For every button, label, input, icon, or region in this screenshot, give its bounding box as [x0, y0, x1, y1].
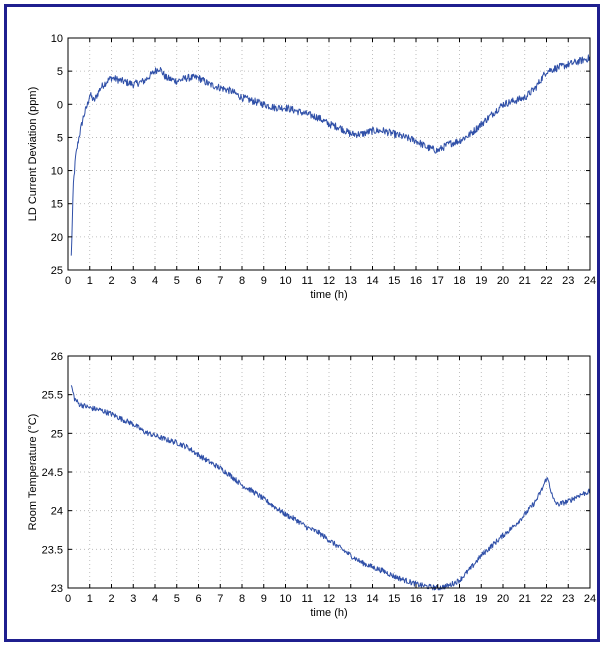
room-temperature-panel: 0 1 2 3 4 5 6 7 8 9 10 11 12 13 14 15 16 17 18 19 20 21 22 23 24… — [27, 351, 596, 619]
temperature-x-tick-label: 17 — [432, 593, 444, 605]
temperature-x-tick-label: 1 — [87, 593, 93, 605]
temperature-x-tick-label: 13 — [345, 593, 357, 605]
current-x-tick-label: 15 — [388, 275, 400, 287]
current-x-tick-label: 3 — [130, 275, 136, 287]
temperature-x-tick-label: 4 — [152, 593, 158, 605]
current-x-tick-label: 6 — [195, 275, 201, 287]
current-x-tick-label: 13 — [345, 275, 357, 287]
current-x-tick-label: 11 — [302, 275, 313, 287]
temperature-y-axis-label: Room Temperature (°C) — [27, 414, 39, 531]
current-x-axis-label: time (h) — [310, 289, 347, 301]
temperature-x-tick-label: 19 — [475, 593, 487, 605]
current-y-tick-label: 10 — [51, 33, 63, 45]
current-x-tick-label: 5 — [174, 275, 180, 287]
temperature-x-tick-label: 18 — [453, 593, 465, 605]
temperature-x-tick-label: 6 — [195, 593, 201, 605]
temperature-y-tick-label: 23 — [51, 583, 63, 595]
temperature-y-tick-label: 24 — [51, 506, 63, 518]
temperature-y-tick-label: 23.5 — [42, 544, 63, 556]
current-x-tick-label: 22 — [540, 275, 552, 287]
current-x-tick-label: 4 — [152, 275, 158, 287]
current-x-tick-label: 24 — [584, 275, 596, 287]
current-x-tick-label: 8 — [239, 275, 245, 287]
temperature-x-tick-label: 14 — [366, 593, 378, 605]
current-y-tick-label: 5 — [57, 66, 63, 78]
current-x-tick-label: 1 — [87, 275, 93, 287]
temperature-x-tick-label: 8 — [239, 593, 245, 605]
current-y-tick-label: 15 — [51, 199, 63, 211]
temperature-series-line — [70, 385, 591, 591]
current-series-line — [70, 54, 591, 256]
current-x-tick-label: 16 — [410, 275, 422, 287]
temperature-y-tick-label: 25.5 — [42, 390, 63, 402]
temperature-x-tick-label: 20 — [497, 593, 509, 605]
current-x-tick-label: 2 — [108, 275, 114, 287]
temperature-y-tick-label: 26 — [51, 351, 63, 363]
current-y-tick-label: 0 — [57, 99, 63, 111]
current-x-tick-label: 10 — [279, 275, 291, 287]
current-x-tick-label: 20 — [497, 275, 509, 287]
current-x-tick-label: 17 — [432, 275, 444, 287]
temperature-x-tick-label: 0 — [65, 593, 71, 605]
temperature-x-tick-label: 23 — [562, 593, 574, 605]
temperature-y-tick-label: 24.5 — [42, 467, 63, 479]
temperature-x-tick-label: 11 — [302, 593, 313, 605]
current-x-tick-label: 7 — [217, 275, 223, 287]
current-y-tick-label: 10 — [51, 166, 63, 178]
current-x-tick-label: 0 — [65, 275, 71, 287]
current-x-tick-label: 9 — [261, 275, 267, 287]
temperature-x-tick-label: 12 — [323, 593, 335, 605]
current-y-tick-label: 25 — [51, 265, 63, 277]
temperature-x-axis-label: time (h) — [310, 607, 347, 619]
current-x-tick-label: 14 — [366, 275, 378, 287]
current-y-axis-label: LD Current Deviation (ppm) — [27, 87, 39, 222]
temperature-x-tick-label: 16 — [410, 593, 422, 605]
temperature-x-tick-label: 10 — [279, 593, 291, 605]
temperature-x-tick-label: 21 — [519, 593, 531, 605]
temperature-x-tick-label: 22 — [540, 593, 552, 605]
current-y-tick-label: 5 — [57, 132, 63, 144]
temperature-x-tick-label: 2 — [108, 593, 114, 605]
current-x-tick-label: 18 — [453, 275, 465, 287]
temperature-x-tick-label: 7 — [217, 593, 223, 605]
current-x-tick-label: 19 — [475, 275, 487, 287]
temperature-x-tick-label: 5 — [174, 593, 180, 605]
temperature-x-tick-label: 9 — [261, 593, 267, 605]
current-x-tick-label: 21 — [519, 275, 531, 287]
current-x-tick-label: 12 — [323, 275, 335, 287]
temperature-y-tick-label: 25 — [51, 428, 63, 440]
current-y-tick-label: 20 — [51, 232, 63, 244]
current-deviation-panel: 0 1 2 3 4 5 6 7 8 9 10 11 12 13 14 15 16 17 18 19 20 21 22 23 24… — [27, 33, 596, 301]
current-x-tick-label: 23 — [562, 275, 574, 287]
temperature-x-tick-label: 3 — [130, 593, 136, 605]
temperature-x-tick-label: 24 — [584, 593, 596, 605]
temperature-x-tick-label: 15 — [388, 593, 400, 605]
